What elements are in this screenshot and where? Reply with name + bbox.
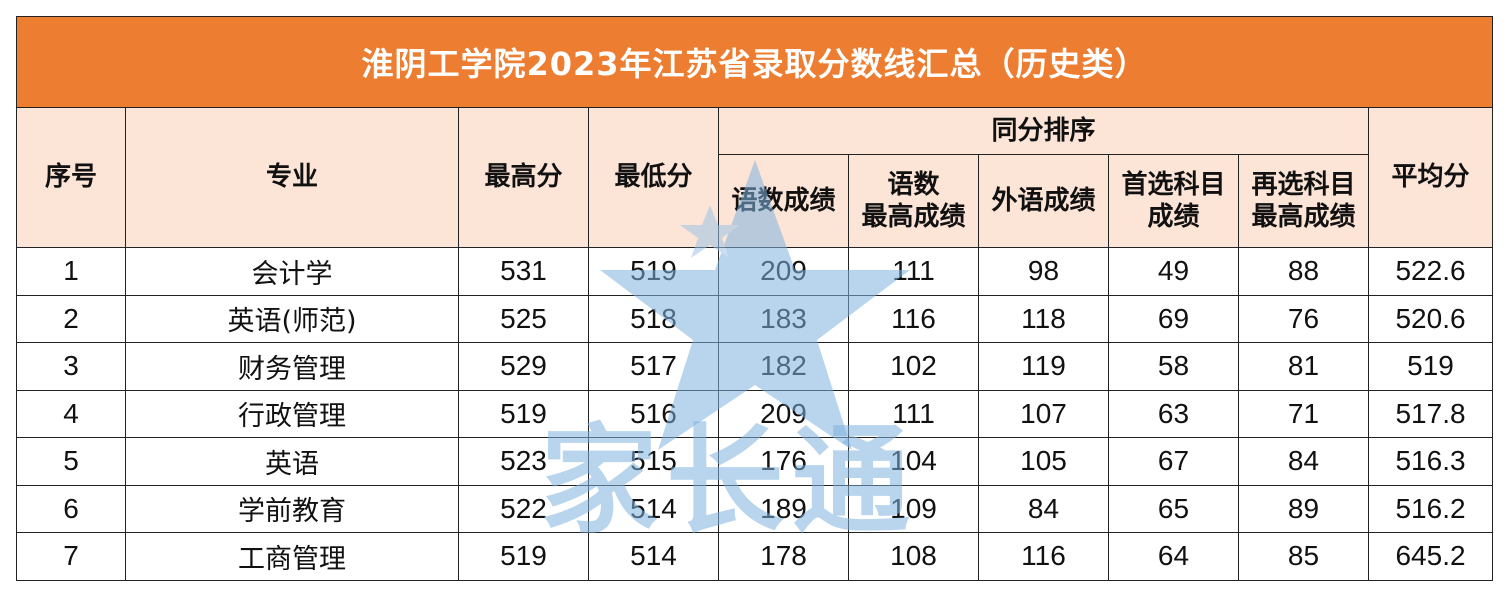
cell-foreign-lang: 84 [978,484,1109,533]
cell-max: 519 [458,532,589,581]
cell-index: 2 [16,294,126,343]
cell-max: 522 [458,484,589,533]
cell-first-subject: 63 [1108,389,1239,438]
table-row: 2 英语(师范) 525 518 183 116 118 69 76 520.6 [16,294,1494,343]
cell-average: 516.2 [1367,484,1494,533]
cell-second-subject: 89 [1238,484,1369,533]
header-chinese-math: 语数成绩 [718,154,849,248]
cell-min: 519 [588,247,719,296]
cell-foreign-lang: 98 [978,247,1109,296]
cell-second-subject: 85 [1238,532,1369,581]
cell-second-subject: 88 [1238,247,1369,296]
cell-major: 行政管理 [125,389,459,438]
header-tie-group: 同分排序 [718,107,1369,155]
cell-min: 518 [588,294,719,343]
cell-major: 财务管理 [125,342,459,391]
cell-second-subject: 81 [1238,342,1369,391]
header-first-subject-line1: 首选科目 [1121,169,1226,200]
header-second-subject: 再选科目 最高成绩 [1238,154,1369,248]
cell-average: 522.6 [1367,247,1494,296]
cell-foreign-lang: 105 [978,437,1109,486]
cell-major: 学前教育 [125,484,459,533]
cell-chinese-math-max: 116 [848,294,979,343]
cell-max: 519 [458,389,589,438]
cell-max: 529 [458,342,589,391]
table-row: 7 工商管理 519 514 178 108 116 64 85 645.2 [16,532,1494,581]
cell-index: 7 [16,532,126,581]
cell-foreign-lang: 107 [978,389,1109,438]
cell-chinese-math: 209 [718,247,849,296]
cell-min: 514 [588,532,719,581]
cell-index: 3 [16,342,126,391]
header-second-subject-line1: 再选科目 [1251,169,1356,200]
cell-second-subject: 76 [1238,294,1369,343]
table-row: 3 财务管理 529 517 182 102 119 58 81 519 [16,342,1494,391]
header-chinese-math-max-line1: 语数 [887,169,940,200]
cell-chinese-math: 178 [718,532,849,581]
cell-min: 515 [588,437,719,486]
cell-second-subject: 84 [1238,437,1369,486]
cell-chinese-math: 183 [718,294,849,343]
cell-chinese-math-max: 104 [848,437,979,486]
cell-max: 531 [458,247,589,296]
cell-chinese-math-max: 111 [848,389,979,438]
cell-average: 516.3 [1367,437,1494,486]
cell-min: 516 [588,389,719,438]
cell-major: 工商管理 [125,532,459,581]
header-max-score: 最高分 [458,107,589,248]
cell-average: 517.8 [1367,389,1494,438]
cell-first-subject: 58 [1108,342,1239,391]
cell-second-subject: 71 [1238,389,1369,438]
header-chinese-math-max-line2: 最高成绩 [861,202,966,232]
cell-index: 6 [16,484,126,533]
header-index: 序号 [16,107,126,248]
cell-first-subject: 65 [1108,484,1239,533]
header-second-subject-line2: 最高成绩 [1251,202,1356,232]
table-row: 1 会计学 531 519 209 111 98 49 88 522.6 [16,247,1494,296]
cell-first-subject: 67 [1108,437,1239,486]
cell-foreign-lang: 119 [978,342,1109,391]
table-title: 淮阴工学院2023年江苏省录取分数线汇总（历史类） [15,16,1494,108]
cell-foreign-lang: 118 [978,294,1109,343]
cell-major: 英语 [125,437,459,486]
cell-major: 英语(师范) [125,294,459,343]
cell-min: 514 [588,484,719,533]
cell-chinese-math-max: 109 [848,484,979,533]
header-major: 专业 [125,107,459,248]
cell-first-subject: 49 [1108,247,1239,296]
cell-index: 1 [16,247,126,296]
cell-index: 4 [16,389,126,438]
header-first-subject-line2: 成绩 [1147,202,1200,232]
table-row: 6 学前教育 522 514 189 109 84 65 89 516.2 [16,484,1494,533]
cell-average: 645.2 [1367,532,1494,581]
header-first-subject: 首选科目 成绩 [1108,154,1239,248]
cell-first-subject: 69 [1108,294,1239,343]
cell-major: 会计学 [125,247,459,296]
cell-average: 519 [1367,342,1494,391]
cell-chinese-math: 189 [718,484,849,533]
header-chinese-math-max: 语数 最高成绩 [848,154,979,248]
cell-average: 520.6 [1367,294,1494,343]
cell-chinese-math: 209 [718,389,849,438]
cell-first-subject: 64 [1108,532,1239,581]
admission-score-table: 淮阴工学院2023年江苏省录取分数线汇总（历史类） 序号 专业 最高分 最低分 … [15,16,1494,581]
cell-max: 523 [458,437,589,486]
header-foreign-lang: 外语成绩 [978,154,1109,248]
header-min-score: 最低分 [588,107,719,248]
cell-min: 517 [588,342,719,391]
cell-chinese-math-max: 102 [848,342,979,391]
cell-chinese-math-max: 111 [848,247,979,296]
cell-chinese-math: 182 [718,342,849,391]
cell-foreign-lang: 116 [978,532,1109,581]
cell-index: 5 [16,437,126,486]
table-row: 5 英语 523 515 176 104 105 67 84 516.3 [16,437,1494,486]
header-average: 平均分 [1367,107,1494,248]
table-row: 4 行政管理 519 516 209 111 107 63 71 517.8 [16,389,1494,438]
cell-chinese-math: 176 [718,437,849,486]
cell-chinese-math-max: 108 [848,532,979,581]
cell-max: 525 [458,294,589,343]
